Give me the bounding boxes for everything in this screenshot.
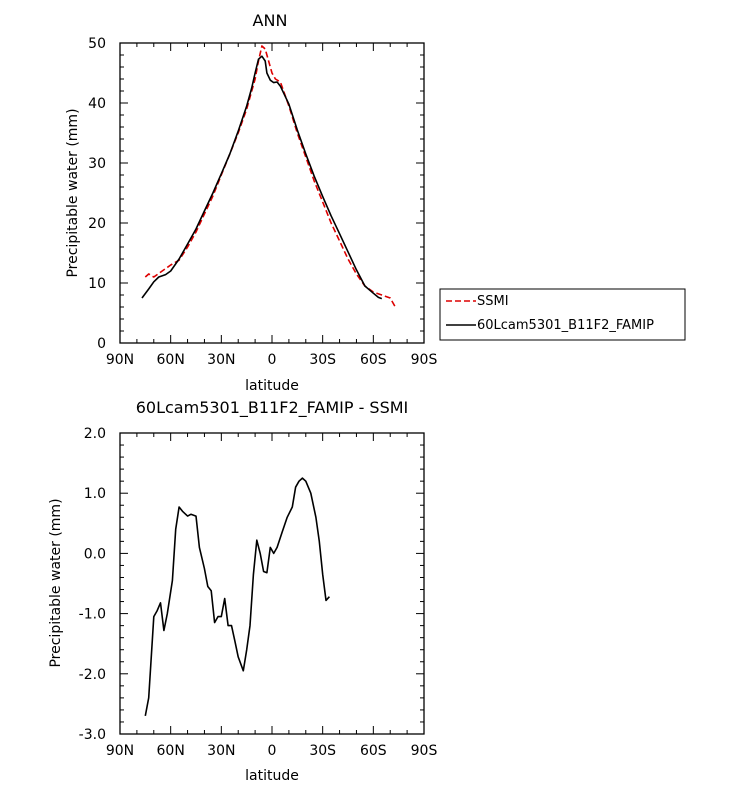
x-tick-labels: 90N 60N 30N 0 30S 60S 90S <box>106 743 438 759</box>
plot-frame <box>119 432 425 735</box>
x-tick-label: 60N <box>157 743 185 759</box>
legend-label-ssmi: SSMI <box>477 294 509 309</box>
series-lines <box>144 477 330 717</box>
x-tick-label: 30N <box>207 743 235 759</box>
y-tick-label: 2.0 <box>84 426 106 442</box>
y-tick-label: 1.0 <box>84 486 106 502</box>
x-tick-label: 90N <box>106 743 134 759</box>
y-tick-label: 40 <box>88 96 106 112</box>
series-line-ssmi <box>144 45 396 308</box>
x-tick-label: 30N <box>207 352 235 368</box>
x-tick-label: 60S <box>360 743 387 759</box>
x-tick-label: 30S <box>309 743 336 759</box>
y-tick-label: 30 <box>88 156 106 172</box>
y-axis-label: Precipitable water (mm) <box>48 498 64 667</box>
x-tick-label: 90S <box>411 743 438 759</box>
y-tick-label: 0.0 <box>84 546 106 562</box>
y-tick-label: 50 <box>88 36 106 52</box>
y-tick-labels: -3.0 -2.0 -1.0 0.0 1.0 2.0 <box>79 426 106 743</box>
series-lines <box>141 45 396 308</box>
y-tick-label: -3.0 <box>79 727 106 743</box>
x-tick-label: 0 <box>268 743 277 759</box>
legend-label-model: 60Lcam5301_B11F2_FAMIP <box>477 318 654 333</box>
chart-title: 60Lcam5301_B11F2_FAMIP - SSMI <box>136 398 409 418</box>
x-tick-label: 0 <box>268 352 277 368</box>
x-axis-label: latitude <box>245 378 299 394</box>
y-tick-label: 20 <box>88 216 106 232</box>
y-tick-label: -2.0 <box>79 667 106 683</box>
axis-ticks <box>119 42 425 344</box>
x-tick-label: 30S <box>309 352 336 368</box>
axis-ticks <box>119 432 425 735</box>
y-tick-label: 0 <box>97 336 106 352</box>
difference-panel: 60Lcam5301_B11F2_FAMIP - SSMI 90N 60N 30N 0… <box>48 398 437 784</box>
y-tick-labels: 0 10 20 30 40 50 <box>88 36 106 352</box>
x-tick-labels: 90N 60N 30N 0 30S 60S 90S <box>106 352 438 368</box>
x-tick-label: 90S <box>411 352 438 368</box>
x-tick-label: 60N <box>157 352 185 368</box>
legend: SSMI 60Lcam5301_B11F2_FAMIP <box>439 288 686 341</box>
series-line-difference <box>144 477 330 717</box>
x-tick-label: 60S <box>360 352 387 368</box>
series-line-60lcam5301-b11f2-famip <box>141 55 383 300</box>
y-tick-label: -1.0 <box>79 607 106 623</box>
y-axis-label: Precipitable water (mm) <box>65 108 81 277</box>
x-axis-label: latitude <box>245 768 299 784</box>
annual-mean-panel: ANN 90N 60N 30N 0 30S 60S 90S 0 10 20 30 40 50 lati… <box>65 11 686 394</box>
y-tick-label: 10 <box>88 276 106 292</box>
x-tick-label: 90N <box>106 352 134 368</box>
chart-title: ANN <box>253 11 288 30</box>
legend-box <box>439 288 686 341</box>
